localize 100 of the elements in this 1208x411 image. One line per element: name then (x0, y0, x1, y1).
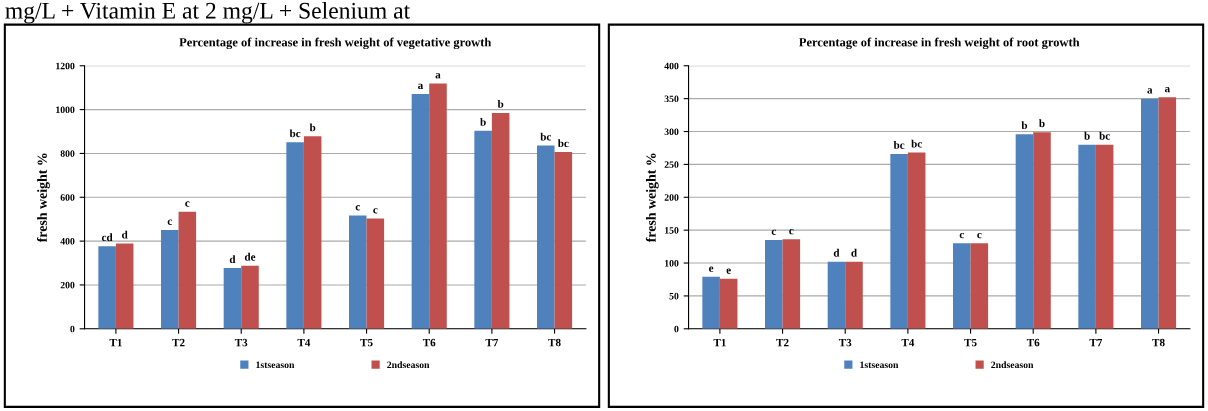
data-label: a (1147, 88, 1153, 94)
legend-label: 2ndseason (387, 361, 430, 369)
y-tick-label: 0 (70, 325, 75, 333)
data-label: c (355, 205, 360, 211)
bar (411, 94, 430, 329)
data-label: b (480, 118, 486, 126)
bar (303, 136, 322, 329)
bar (1015, 134, 1034, 329)
bar (765, 240, 783, 329)
data-label: c (771, 229, 776, 235)
y-tick-label: 100 (665, 259, 679, 267)
bar (491, 112, 510, 329)
data-label: cd (101, 233, 113, 242)
data-label: d (833, 248, 840, 257)
bar (890, 153, 908, 329)
bar (474, 130, 492, 329)
y-tick-label: 400 (664, 62, 679, 70)
x-tick-label: T1 (713, 338, 726, 347)
y-tick-label: 200 (664, 194, 679, 201)
bar (286, 142, 304, 329)
x-tick-label: T6 (422, 338, 436, 347)
bar (1033, 132, 1051, 329)
chart-title: Percentage of increase in fresh weight of vegetative growth (179, 37, 492, 50)
y-tick-label: 50 (669, 292, 679, 300)
legend-label: 2ndseason (991, 361, 1034, 369)
bar (1158, 97, 1177, 329)
data-label: c (167, 219, 172, 225)
data-label: c (373, 208, 378, 214)
data-label: a (1164, 86, 1170, 93)
data-label: e (709, 266, 714, 272)
x-tick-label: T1 (109, 338, 122, 347)
data-label: c (789, 228, 794, 235)
bar (907, 152, 926, 329)
bar (1078, 144, 1096, 329)
data-label: b (1039, 119, 1045, 128)
x-tick-label: T7 (485, 338, 499, 347)
data-label: bc (289, 129, 301, 138)
bar (223, 268, 242, 329)
bar (349, 215, 367, 329)
x-tick-label: T5 (360, 338, 373, 347)
y-tick-label: 200 (60, 281, 75, 289)
y-tick-label: 600 (60, 194, 75, 201)
legend-label: 1stseason (256, 361, 295, 369)
bar (845, 261, 863, 329)
x-tick-label: T2 (776, 338, 789, 347)
data-label: bc (893, 141, 905, 149)
bar (161, 229, 179, 329)
data-label: a (418, 83, 424, 89)
data-label: d (122, 230, 128, 239)
y-tick-label: 1000 (56, 106, 75, 114)
bar (970, 243, 989, 329)
bar (719, 278, 738, 329)
y-tick-label: 0 (674, 325, 679, 333)
data-label: c (959, 232, 964, 239)
data-label: bc (1099, 131, 1110, 140)
bar (429, 83, 447, 329)
data-label: a (435, 73, 441, 79)
data-label: e (726, 268, 731, 274)
data-label: bc (557, 139, 569, 148)
data-label: b (497, 100, 504, 108)
data-label: d (229, 255, 236, 264)
bar (782, 239, 801, 329)
bar (537, 145, 555, 329)
bar (953, 243, 971, 329)
x-tick-label: T2 (172, 338, 185, 347)
bar (241, 265, 259, 329)
data-label: b (309, 123, 316, 132)
y-tick-label: 1200 (56, 62, 75, 70)
bar (178, 211, 197, 329)
data-label: bc (540, 132, 552, 141)
bar (115, 243, 134, 329)
data-label: b (1084, 131, 1090, 140)
x-tick-label: T4 (901, 338, 915, 347)
x-tick-label: T6 (1026, 338, 1040, 347)
x-tick-label: T7 (1089, 338, 1103, 347)
x-tick-label: T8 (548, 338, 561, 347)
legend-label: 1stseason (860, 361, 899, 369)
y-axis-title: fresh weight % (645, 153, 659, 243)
x-tick-label: T8 (1152, 338, 1165, 347)
y-tick-label: 250 (664, 161, 679, 168)
y-axis-title: fresh weight % (36, 153, 50, 243)
bar (702, 276, 720, 329)
bar (1095, 144, 1114, 329)
y-tick-label: 800 (60, 150, 75, 157)
bar (554, 152, 573, 329)
data-label: c (977, 232, 982, 239)
y-tick-label: 300 (664, 128, 679, 135)
data-label: b (1021, 121, 1028, 130)
bar (827, 261, 846, 329)
x-tick-label: T4 (297, 338, 311, 347)
data-label: bc (911, 139, 922, 148)
y-tick-label: 400 (60, 238, 75, 245)
bar (366, 218, 385, 329)
x-tick-label: T5 (964, 338, 977, 347)
text: mg/L + Vitamin E at 2 mg/L + Selenium at (5, 2, 411, 24)
chart-title: Percentage of increase in fresh weight of root growth (799, 37, 1080, 50)
data-label: c (185, 201, 190, 207)
bar (98, 246, 116, 329)
x-tick-label: T3 (838, 338, 852, 347)
y-tick-label: 150 (665, 227, 679, 234)
